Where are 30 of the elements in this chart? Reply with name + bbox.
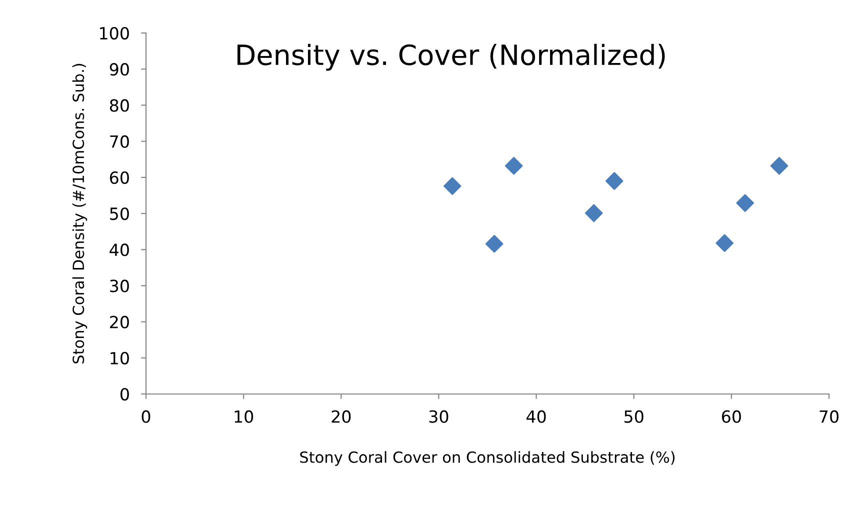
x-tick-label: 30 (429, 410, 448, 423)
point (485, 234, 504, 253)
y-tick-label: 70 (110, 135, 129, 148)
chart-title: Density vs. Cover (Normalized) (238, 44, 665, 71)
y-tick-label: 90 (110, 63, 129, 76)
x-tick-label: 70 (820, 410, 838, 423)
x-tick-label: 0 (142, 410, 150, 423)
y-tick-label: 0 (120, 388, 129, 401)
y-tick-label: 10 (110, 352, 129, 364)
y-tick-label: 50 (110, 207, 129, 220)
y-tick-label: 100 (100, 26, 129, 40)
x-axis-title: Stony Coral Cover on Consolidated Substrate (%) (300, 451, 675, 466)
y-tick-label: 80 (110, 99, 129, 112)
point (716, 234, 734, 252)
x-tick-label: 50 (624, 410, 644, 423)
y-tick-label: 20 (110, 316, 129, 328)
point (584, 204, 603, 222)
x-tick-label: 10 (234, 410, 254, 423)
x-tick-label: 20 (332, 410, 351, 423)
point (770, 156, 788, 175)
x-tick-label: 60 (722, 410, 741, 423)
y-tick-label: 40 (110, 244, 129, 256)
point (736, 194, 754, 212)
y-tick-label: 60 (110, 171, 129, 184)
point (605, 172, 624, 190)
point (504, 156, 523, 175)
point (443, 177, 462, 195)
y-tick-label: 30 (110, 280, 129, 292)
x-tick-label: 40 (526, 410, 546, 423)
y-axis-title: Stony Coral Density (#/10mCons. Sub.) (72, 64, 88, 364)
